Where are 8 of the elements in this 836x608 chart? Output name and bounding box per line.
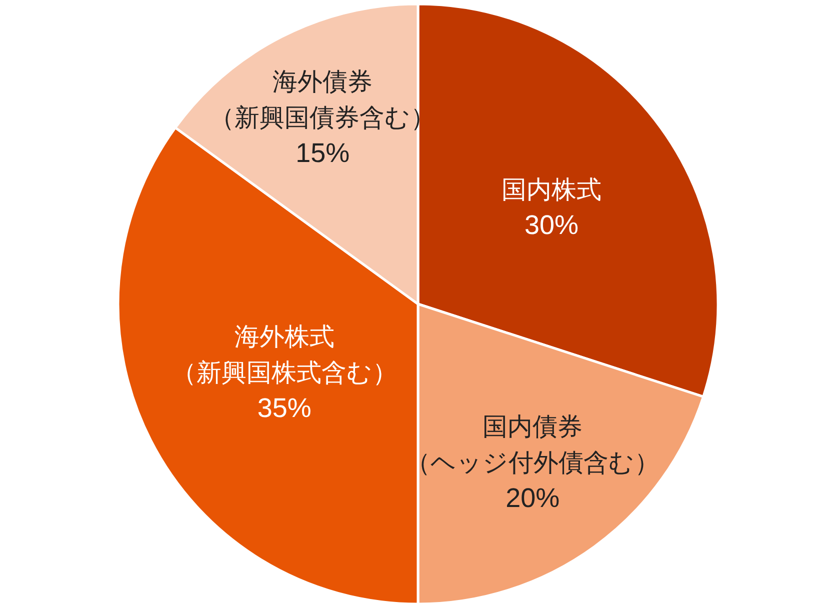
slice-label: 海外債券（新興国債券含む）	[210, 66, 436, 132]
slice-label: 国内債券（ヘッジ付外債含む）	[406, 412, 660, 477]
data-label: 20%	[506, 482, 560, 513]
data-label: 30%	[524, 210, 579, 240]
slice-label: 海外株式（新興国株式含む）	[171, 322, 398, 388]
data-label: 35%	[257, 393, 312, 424]
data-label: 15%	[296, 138, 350, 168]
slice-label: 国内株式	[501, 175, 602, 204]
